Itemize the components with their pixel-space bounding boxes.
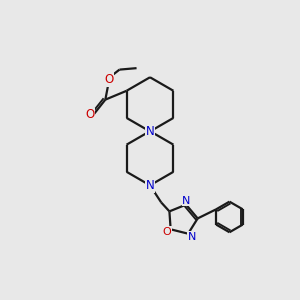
Text: N: N [146, 179, 154, 192]
Text: N: N [146, 125, 154, 138]
Text: N: N [146, 125, 154, 138]
Text: N: N [146, 179, 154, 192]
Text: N: N [182, 196, 190, 206]
Text: N: N [188, 232, 196, 242]
Text: O: O [85, 109, 95, 122]
Text: O: O [162, 227, 171, 237]
Text: O: O [104, 73, 113, 86]
Text: N: N [146, 125, 154, 138]
